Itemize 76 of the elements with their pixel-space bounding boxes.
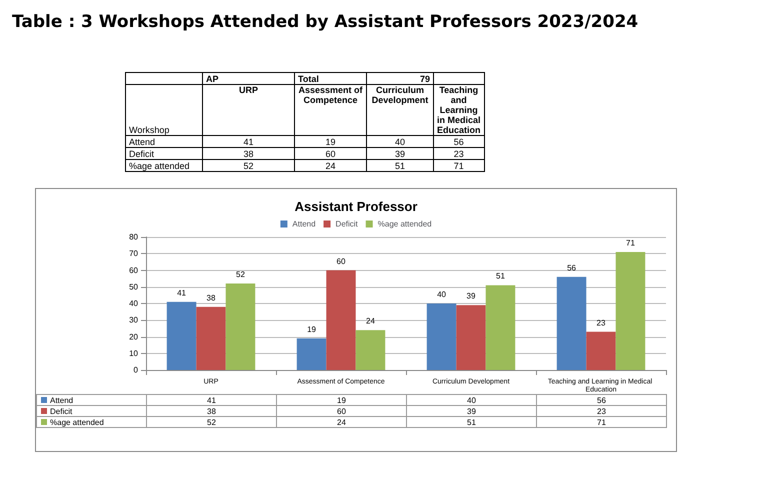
category-label: URP xyxy=(202,84,294,136)
text: %age attended xyxy=(126,160,202,172)
data-label: 71 xyxy=(536,416,666,428)
bar xyxy=(586,332,616,370)
data-label: 52 xyxy=(146,416,276,428)
data-label: 23 xyxy=(434,148,484,160)
y-tick-label: 20 xyxy=(129,332,139,342)
y-tick-label: 80 xyxy=(129,232,139,242)
data-label: 24 xyxy=(294,160,366,172)
y-tick-label: 70 xyxy=(129,249,139,258)
bar xyxy=(486,285,516,370)
text: Deficit xyxy=(126,148,202,160)
chart-title: Assistant Professor xyxy=(294,199,418,214)
y-tick-label: 50 xyxy=(129,282,139,292)
data-label: 56 xyxy=(434,136,484,148)
data-label: 60 xyxy=(294,148,366,160)
category-label: Curriculum Development xyxy=(366,84,434,136)
legend-label: Attend xyxy=(292,220,316,228)
y-tick-label: 10 xyxy=(129,348,139,358)
text: Attend xyxy=(50,396,74,404)
text: 60 xyxy=(336,256,346,266)
text: AP xyxy=(206,74,219,84)
text: 41 xyxy=(177,288,186,298)
text: 56 xyxy=(567,263,576,272)
data-label: 39 xyxy=(366,148,434,160)
text: Attend xyxy=(126,136,202,148)
category-label: Teaching and Learning in Medical Education xyxy=(434,84,484,136)
y-tick-label: 30 xyxy=(129,316,139,325)
data-label: 38 xyxy=(146,406,276,416)
data-label: 24 xyxy=(276,416,406,428)
text: 71 xyxy=(626,238,635,248)
text: Total xyxy=(298,74,319,84)
bar xyxy=(196,306,226,370)
bar xyxy=(326,270,356,370)
data-label: 51 xyxy=(366,160,434,172)
legend-label: Deficit xyxy=(336,220,359,228)
data-label: 19 xyxy=(276,394,406,406)
data-label: 51 xyxy=(406,416,536,428)
data-label: 39 xyxy=(406,406,536,416)
data-label: 41 xyxy=(202,136,294,148)
data-label: 71 xyxy=(434,160,484,172)
text: %age attended xyxy=(50,418,104,426)
bar xyxy=(296,338,326,370)
data-label: 38 xyxy=(202,148,294,160)
data-label: 23 xyxy=(536,406,666,416)
y-tick-label: 60 xyxy=(129,266,139,275)
bar xyxy=(226,284,256,370)
data-label: 56 xyxy=(536,394,666,406)
text: 24 xyxy=(366,316,375,326)
text: 38 xyxy=(206,293,216,302)
category-label: Assessment of Competence xyxy=(294,84,366,136)
text: 19 xyxy=(307,324,316,334)
text: 39 xyxy=(466,292,476,301)
data-label: 60 xyxy=(276,406,406,416)
bar xyxy=(356,330,386,370)
bar xyxy=(456,305,486,370)
bar xyxy=(166,302,196,370)
text: Deficit xyxy=(50,406,72,416)
text: Table : 3 Workshops Attended by Assistant Professors 2023/2024 xyxy=(12,12,638,32)
data-label: 52 xyxy=(202,160,294,172)
legend-label: %age attended xyxy=(378,220,432,228)
text: 23 xyxy=(596,318,606,328)
y-tick-label: 0 xyxy=(134,366,139,374)
text: 40 xyxy=(437,290,446,299)
bar xyxy=(616,252,646,370)
y-tick-label: 40 xyxy=(129,299,139,308)
data-label: 19 xyxy=(294,136,366,148)
text: 52 xyxy=(236,270,245,280)
data-label: 40 xyxy=(366,136,434,148)
data-label: 40 xyxy=(406,394,536,406)
text: 79 xyxy=(420,74,430,84)
text: 51 xyxy=(496,272,505,281)
bar xyxy=(426,304,456,370)
text: Workshop xyxy=(126,84,202,136)
bar xyxy=(556,276,586,370)
data-label: 41 xyxy=(146,394,276,406)
